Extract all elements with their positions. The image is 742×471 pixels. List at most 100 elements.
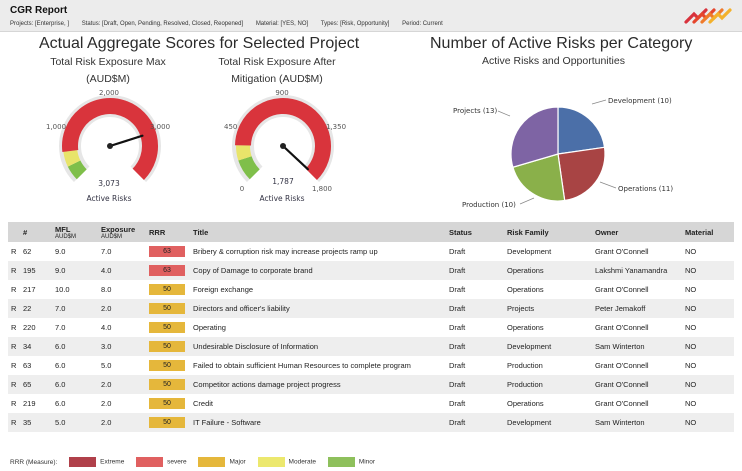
table-row[interactable]: R 34 6.0 3.0 50 Undesirable Disclosure of Inf…: [8, 337, 734, 356]
cell-material: NO: [685, 361, 697, 370]
legend-swatch-severe: [136, 457, 164, 467]
pie-slice-production[interactable]: [512, 153, 566, 202]
col-status[interactable]: Status: [446, 222, 504, 242]
col-title[interactable]: Title: [190, 222, 446, 242]
report-title: CGR Report: [10, 5, 68, 16]
cell-owner: Sam Winterton: [592, 413, 682, 432]
cell-type: R: [8, 299, 20, 318]
legend-label: RRR (Measure):: [10, 458, 58, 466]
filter-summary: Projects: [Enterprise, ] Status: [Draft,…: [10, 21, 454, 27]
col-number[interactable]: #: [20, 222, 52, 242]
cell-rrr: 50: [146, 413, 190, 432]
table-row[interactable]: R 62 9.0 7.0 63 Bribery & corruption risk may…: [8, 242, 734, 261]
col-exposure[interactable]: Exposure AUD$M: [98, 222, 146, 242]
cell-number: 195: [20, 261, 52, 280]
leader-development: [591, 99, 607, 105]
cell-mfl: 5.0: [52, 413, 98, 432]
cell-exposure: 2.0: [98, 299, 146, 318]
table-row[interactable]: R 219 6.0 2.0 50 Credit Draft Operations Grant O…: [8, 394, 734, 413]
cell-number: 34: [20, 337, 52, 356]
col-mfl-unit: AUD$M: [55, 233, 77, 240]
col-material[interactable]: Material: [682, 222, 734, 242]
gauge2-needle: [281, 144, 309, 171]
cell-owner: Grant O'Connell: [592, 375, 682, 394]
rrr-badge: 63: [149, 246, 185, 257]
rrr-legend: RRR (Measure): Extreme severe Major Mode…: [10, 457, 385, 467]
cell-status: Draft: [449, 399, 466, 408]
rrr-badge: 50: [149, 360, 185, 371]
gauge2-tick-mid: 900: [275, 89, 288, 97]
cell-mfl: 6.0: [52, 375, 98, 394]
cell-type: R: [11, 285, 17, 294]
gauge1-tick-mid: 2,000: [99, 89, 119, 97]
gauge1-bands: [59, 95, 161, 183]
cell-number: 63: [23, 361, 32, 370]
cell-owner: Sam Winterton: [592, 337, 682, 356]
gauge-band: [62, 98, 158, 180]
rrr-badge: 50: [149, 303, 185, 314]
gauge-total-exposure-max: 2,000 1,000 3,000 3,073 Active Risks: [46, 89, 170, 203]
table-row[interactable]: R 217 10.0 8.0 50 Foreign exchange Draft Operat…: [8, 280, 734, 299]
gauge1-tick-low: 1,000: [46, 123, 66, 131]
cell-risk-family: Production: [504, 375, 592, 394]
cell-owner: Peter Jemakoff: [592, 299, 682, 318]
legend-swatch-major: [198, 457, 226, 467]
cell-owner: Grant O'Connell: [595, 247, 649, 256]
gauge1-value: 3,073: [98, 179, 120, 188]
cell-mfl: 6.0: [55, 361, 66, 370]
col-owner[interactable]: Owner: [592, 222, 682, 242]
pie-slice-projects[interactable]: [510, 106, 559, 168]
gauge2-value: 1,787: [272, 177, 294, 186]
pie-panel-title: Number of Active Risks per Category: [430, 35, 693, 52]
gauge1-tick-high: 3,000: [150, 123, 170, 131]
pie-slice-development[interactable]: [557, 106, 606, 155]
cell-type: R: [11, 399, 17, 408]
gauge-band: [238, 155, 260, 180]
cell-exposure: 2.0: [98, 413, 146, 432]
cell-risk-family: Development: [504, 413, 592, 432]
gauge1-needle: [108, 134, 144, 148]
legend-text-extreme: Extreme: [100, 458, 125, 466]
legend-item-moderate: Moderate: [257, 457, 316, 467]
cell-material: NO: [682, 261, 734, 280]
cell-type: R: [11, 323, 17, 332]
table-row[interactable]: R 63 6.0 5.0 50 Failed to obtain sufficient H…: [8, 356, 734, 375]
filter-material: Material: [YES, NO]: [255, 21, 309, 27]
legend-text-minor: Minor: [358, 458, 376, 466]
cell-risk-family: Production: [507, 361, 543, 370]
scores-title: Actual Aggregate Scores for Selected Pro…: [39, 35, 360, 52]
cell-exposure: 4.0: [101, 323, 112, 332]
rrr-badge: 50: [149, 341, 185, 352]
filter-status: Status: [Draft, Open, Pending, Resolved,…: [81, 21, 244, 27]
col-risk-family[interactable]: Risk Family: [504, 222, 592, 242]
col-rrr[interactable]: RRR: [146, 222, 190, 242]
cell-number: 65: [20, 375, 52, 394]
pie-slice-operations[interactable]: [557, 146, 606, 202]
rrr-badge: 50: [149, 398, 185, 409]
gauge-band: [63, 149, 81, 167]
cell-type: R: [11, 247, 17, 256]
pie-slices: [510, 106, 606, 202]
cell-material: NO: [685, 285, 697, 294]
cell-rrr: 63: [146, 261, 190, 280]
rrr-badge: 63: [149, 265, 185, 276]
gauge2-tick-max: 1,800: [312, 185, 332, 193]
table-row[interactable]: R 22 7.0 2.0 50 Directors and officer's liabi…: [8, 299, 734, 318]
cell-status: Draft: [446, 299, 504, 318]
cell-status: Draft: [449, 247, 466, 256]
risk-register-table: # MFL AUD$M Exposure AUD$M RRR Title Statu…: [8, 222, 734, 432]
cell-number: 62: [23, 247, 32, 256]
gauge2-tick-low: 450: [224, 123, 237, 131]
table-row[interactable]: R 220 7.0 4.0 50 Operating Draft Operations Gran…: [8, 318, 734, 337]
table-row[interactable]: R 195 9.0 4.0 63 Copy of Damage to corporate …: [8, 261, 734, 280]
cell-status: Draft: [449, 323, 466, 332]
table-row[interactable]: R 65 6.0 2.0 50 Competitor actions damage pro…: [8, 375, 734, 394]
col-mfl[interactable]: MFL AUD$M: [52, 222, 98, 242]
table-row[interactable]: R 35 5.0 2.0 50 IT Failure - Software Draft Dev…: [8, 413, 734, 432]
gauge2-title-line2: Mitigation (AUD$M): [231, 73, 323, 85]
cell-status: Draft: [446, 261, 504, 280]
cell-rrr: 50: [146, 375, 190, 394]
leader-projects: [497, 110, 511, 117]
cell-title: Credit: [193, 399, 214, 408]
risks-per-category-pie: Development (10) Operations (11) Product…: [453, 97, 673, 209]
